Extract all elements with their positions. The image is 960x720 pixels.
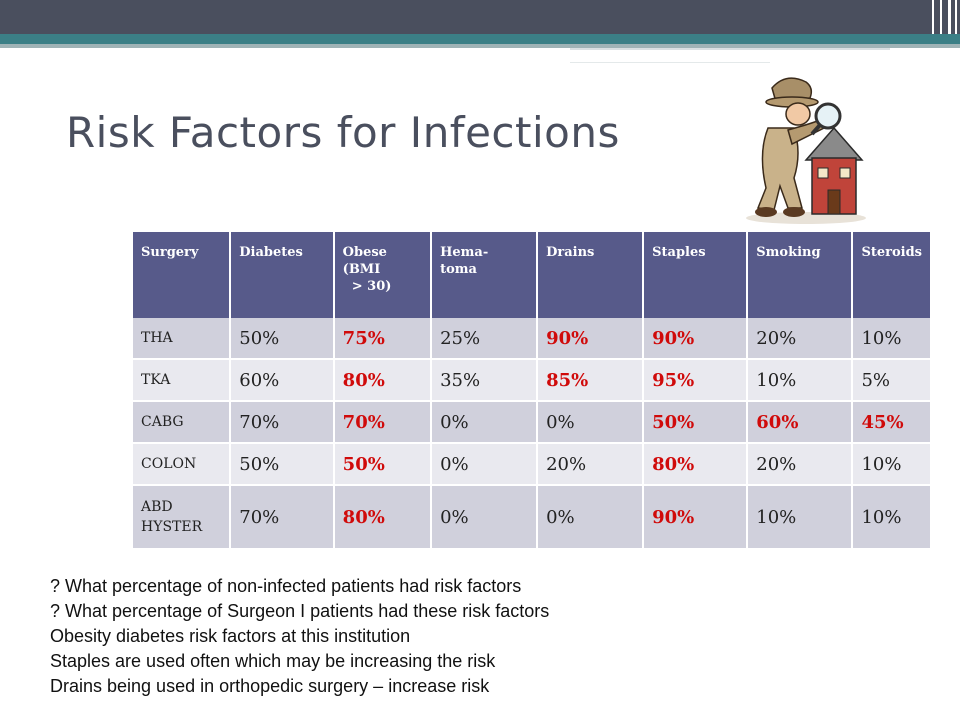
col-header-surgery: Surgery [133, 232, 232, 318]
cell-surgery: ABD HYSTER [133, 485, 232, 550]
cell-diabetes: 50% [230, 318, 335, 360]
cell-smoking: 10% [747, 359, 854, 402]
cell-obese: 80% [333, 485, 433, 550]
cell-drains: 90% [537, 318, 645, 360]
cell-smoking: 20% [747, 318, 854, 360]
col-header-drains: Drains [537, 232, 645, 318]
cell-staples: 50% [643, 401, 749, 444]
decor-line [570, 62, 770, 63]
notes-block: ? What percentage of non-infected patien… [50, 574, 549, 699]
top-decor-bar [0, 0, 960, 34]
cell-obese: 50% [333, 443, 433, 486]
col-header-staples: Staples [643, 232, 749, 318]
table-row: COLON 50% 50% 0% 20% 80% 20% 10% [133, 443, 930, 486]
detective-magnifier-house-icon [746, 77, 866, 224]
cell-hematoma: 35% [431, 359, 539, 402]
cell-diabetes: 60% [230, 359, 335, 402]
cell-obese: 75% [333, 318, 433, 360]
grey-decor-bar [0, 44, 960, 48]
cell-surgery: CABG [133, 401, 232, 444]
col-header-diabetes: Diabetes [230, 232, 335, 318]
slide-title: Risk Factors for Infections [66, 108, 620, 157]
cell-surgery: THA [133, 318, 232, 360]
cell-obese: 70% [333, 401, 433, 444]
cell-obese: 80% [333, 359, 433, 402]
cell-drains: 0% [537, 485, 645, 550]
cell-steroids: 5% [852, 359, 930, 402]
table-row: TKA 60% 80% 35% 85% 95% 10% 5% [133, 359, 930, 402]
cell-hematoma: 0% [431, 443, 539, 486]
cell-drains: 0% [537, 401, 645, 444]
cell-surgery: COLON [133, 443, 232, 486]
teal-decor-bar [0, 34, 960, 44]
cell-smoking: 10% [747, 485, 854, 550]
risk-factor-table: Surgery Diabetes Obese (BMI > 30) Hema-to… [133, 232, 930, 550]
note-line: Staples are used often which may be incr… [50, 651, 496, 671]
table-row: CABG 70% 70% 0% 0% 50% 60% 45% [133, 401, 930, 444]
table-row: THA 50% 75% 25% 90% 90% 20% 10% [133, 318, 930, 360]
cell-staples: 95% [643, 359, 749, 402]
cell-hematoma: 0% [431, 485, 539, 550]
note-line: ? What percentage of Surgeon I patients … [50, 601, 550, 621]
cell-steroids: 10% [852, 443, 930, 486]
decor-line [570, 48, 890, 50]
cell-steroids: 45% [852, 401, 930, 444]
table-header-row: Surgery Diabetes Obese (BMI > 30) Hema-to… [133, 232, 930, 318]
cell-steroids: 10% [852, 318, 930, 360]
note-line: Drains being used in orthopedic surgery … [50, 676, 490, 696]
note-line: Obesity diabetes risk factors at this in… [50, 626, 411, 646]
cell-hematoma: 0% [431, 401, 539, 444]
table-row: ABD HYSTER 70% 80% 0% 0% 90% 10% 10% [133, 485, 930, 550]
cell-staples: 90% [643, 485, 749, 550]
cell-diabetes: 70% [230, 485, 335, 550]
cell-smoking: 60% [747, 401, 854, 444]
note-line: ? What percentage of non-infected patien… [50, 576, 522, 596]
cell-surgery: TKA [133, 359, 232, 402]
col-header-obese: Obese (BMI > 30) [333, 232, 433, 318]
cell-drains: 20% [537, 443, 645, 486]
cell-steroids: 10% [852, 485, 930, 550]
cell-smoking: 20% [747, 443, 854, 486]
cell-hematoma: 25% [431, 318, 539, 360]
cell-staples: 90% [643, 318, 749, 360]
cell-diabetes: 70% [230, 401, 335, 444]
col-header-steroids: Steroids [852, 232, 930, 318]
cell-diabetes: 50% [230, 443, 335, 486]
col-header-hematoma: Hema-toma [431, 232, 539, 318]
cell-staples: 80% [643, 443, 749, 486]
col-header-smoking: Smoking [747, 232, 854, 318]
cell-drains: 85% [537, 359, 645, 402]
